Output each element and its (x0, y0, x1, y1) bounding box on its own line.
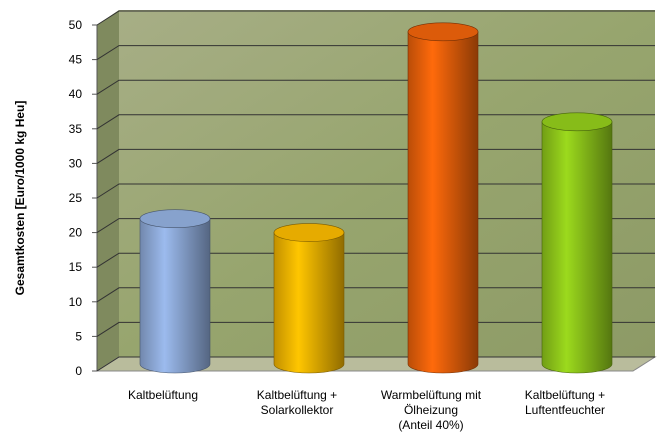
x-tick-label: Kaltbelüftung + (525, 388, 605, 402)
bar (541, 121, 613, 374)
bar-cap (139, 209, 211, 228)
bar (407, 31, 479, 374)
y-tick-label: 0 (75, 364, 82, 378)
bar (139, 218, 211, 374)
x-tick-label: Warmbelüftung mit (381, 388, 482, 402)
bar-cap (273, 223, 345, 242)
y-tick-label: 20 (69, 226, 83, 240)
grid-line (96, 10, 655, 26)
bar-cap (407, 22, 479, 42)
y-tick-label: 30 (69, 156, 83, 170)
bar-cap (541, 112, 613, 132)
y-tick-label: 10 (69, 295, 83, 309)
x-tick-label: Kaltbelüftung + (257, 388, 337, 402)
y-axis-label: Gesamtkosten [Euro/1000 kg Heu] (13, 101, 27, 296)
y-tick-label: 45 (69, 53, 83, 67)
y-tick-label: 35 (69, 122, 83, 136)
y-tick-label: 40 (69, 87, 83, 101)
x-tick-label: Solarkollektor (261, 403, 334, 417)
x-tick-label: (Anteil 40%) (398, 418, 463, 432)
x-tick-label: Kaltbelüftung (128, 388, 198, 402)
y-tick-label: 15 (69, 260, 83, 274)
y-tick-label: 5 (75, 329, 82, 343)
y-tick-label: 25 (69, 191, 83, 205)
x-tick-label: Luftentfeuchter (525, 403, 605, 417)
y-tick-label: 50 (69, 18, 83, 32)
x-tick-label: Ölheizung (404, 403, 458, 417)
bar (273, 232, 345, 374)
